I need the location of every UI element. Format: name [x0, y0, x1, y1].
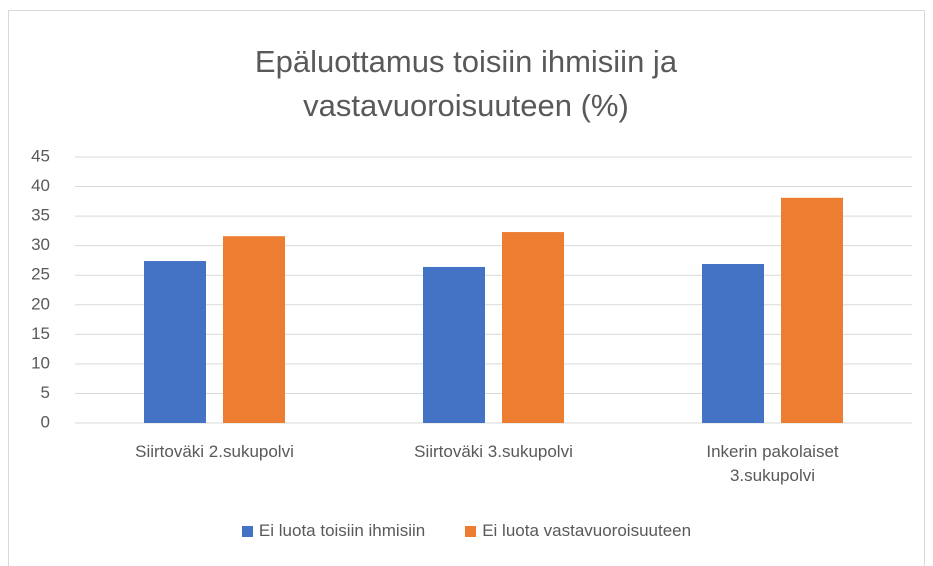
legend-swatch — [241, 525, 253, 537]
y-tick-label: 45 — [31, 146, 50, 165]
bar — [423, 266, 485, 423]
y-tick-label: 40 — [31, 176, 50, 195]
bar — [223, 236, 285, 423]
legend-label: Ei luota toisiin ihmisiin — [258, 521, 426, 540]
bar — [144, 261, 206, 423]
legend-item: Ei luota toisiin ihmisiin — [241, 521, 426, 541]
chart-title: Epäluottamus toisiin ihmisiin ja vastavu… — [254, 44, 678, 123]
bar — [502, 232, 564, 423]
legend-swatch — [465, 525, 477, 537]
legend-item: Ei luota vastavuoroisuuteen — [465, 521, 691, 541]
x-tick-label: Inkerin pakolaiset 3.sukupolvi — [706, 442, 839, 485]
x-tick-label: Siirtoväki 3.sukupolvi — [414, 442, 573, 461]
y-tick-label: 30 — [31, 235, 50, 254]
y-tick-label: 20 — [31, 294, 50, 313]
legend-label: Ei luota vastavuoroisuuteen — [482, 521, 692, 540]
x-tick-label: Siirtoväki 2.sukupolvi — [135, 442, 294, 461]
y-tick-label: 15 — [31, 324, 50, 343]
y-tick-label: 5 — [41, 383, 50, 402]
y-tick-label: 0 — [41, 412, 50, 431]
y-tick-label: 25 — [31, 265, 50, 284]
y-tick-label: 10 — [31, 353, 50, 372]
legend: Ei luota toisiin ihmisiin Ei luota vastav… — [0, 521, 933, 541]
chart-border — [8, 10, 925, 566]
bar — [781, 197, 843, 423]
bar — [702, 263, 764, 423]
y-tick-label: 35 — [31, 206, 50, 225]
